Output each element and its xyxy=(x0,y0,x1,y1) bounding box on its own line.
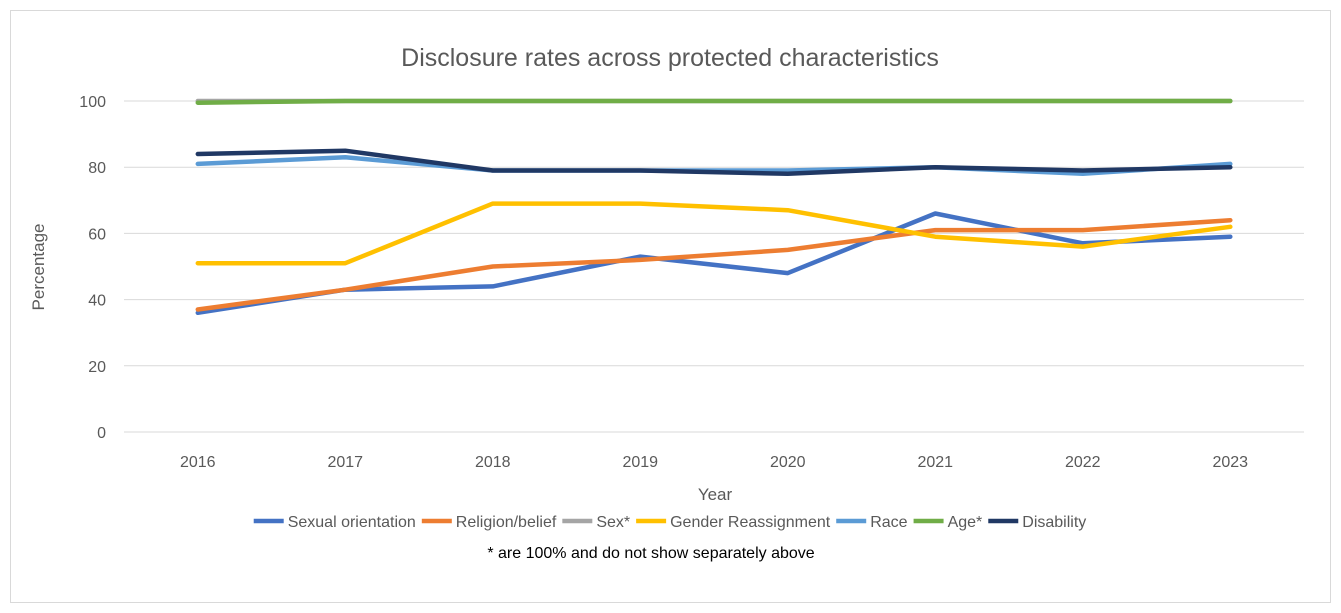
x-tick-label: 2022 xyxy=(1065,454,1101,471)
series-lines xyxy=(195,98,1233,316)
legend-item: Religion/belief xyxy=(421,514,557,531)
x-tick-label: 2016 xyxy=(180,454,216,471)
y-tick-label: 60 xyxy=(88,226,106,243)
series-line-age xyxy=(195,98,1233,105)
y-tick-label: 40 xyxy=(88,293,106,310)
y-tick-label: 100 xyxy=(79,94,106,111)
y-axis-label: Percentage xyxy=(29,224,48,311)
x-axis-ticks: 2016 2017 2018 2019 2020 2021 2022 2023 xyxy=(180,454,1248,471)
legend-label: Religion/belief xyxy=(456,514,557,531)
legend-label: Gender Reassignment xyxy=(670,514,831,531)
series-line-sexual-orientation xyxy=(195,211,1233,316)
x-axis-label: Year xyxy=(698,485,733,504)
x-tick-label: 2019 xyxy=(622,454,658,471)
legend-item: Age* xyxy=(913,514,983,531)
legend-label: Race xyxy=(870,514,907,531)
legend-label: Age* xyxy=(948,514,983,531)
series-line-gender-reassignment xyxy=(195,201,1233,266)
x-tick-label: 2018 xyxy=(475,454,511,471)
legend-label: Disability xyxy=(1022,514,1086,531)
y-tick-label: 0 xyxy=(97,425,106,442)
y-axis-ticks: 0 20 40 60 80 100 xyxy=(79,94,106,442)
series-line-religion-belief xyxy=(195,217,1233,312)
chart-title: Disclosure rates across protected charac… xyxy=(401,44,939,72)
legend-item: Gender Reassignment xyxy=(636,514,831,531)
footnote: * are 100% and do not show separately ab… xyxy=(487,545,814,562)
legend-label: Sexual orientation xyxy=(288,514,416,531)
legend: Sexual orientation Religion/belief Sex* Gen… xyxy=(253,514,1086,531)
y-tick-label: 20 xyxy=(88,359,106,376)
legend-item: Disability xyxy=(988,514,1086,531)
x-tick-label: 2023 xyxy=(1212,454,1248,471)
legend-item: Sex* xyxy=(562,514,630,531)
y-tick-label: 80 xyxy=(88,160,106,177)
legend-label: Sex* xyxy=(596,514,630,531)
x-tick-label: 2021 xyxy=(917,454,953,471)
series-line-disability xyxy=(195,148,1233,177)
x-tick-label: 2017 xyxy=(327,454,363,471)
legend-item: Race xyxy=(836,514,908,531)
legend-item: Sexual orientation xyxy=(253,514,416,531)
x-tick-label: 2020 xyxy=(770,454,806,471)
